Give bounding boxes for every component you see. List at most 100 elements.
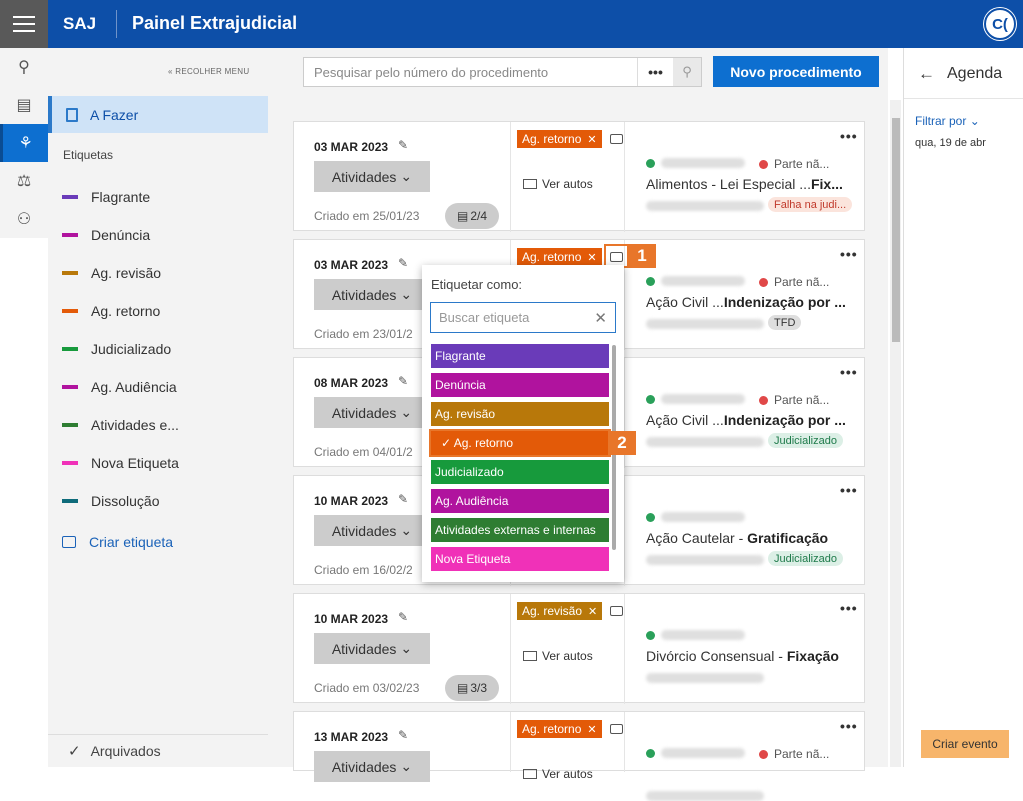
sidebar-tag-item[interactable]: Ag. retorno [62, 301, 160, 321]
create-event-button[interactable]: Criar evento [921, 730, 1009, 758]
edit-pencil-icon[interactable]: ✎ [398, 138, 409, 152]
dropdown-title: Etiquetar como: [431, 277, 523, 292]
card-more-button[interactable]: ••• [840, 600, 858, 616]
procedure-type-label: Alimentos - Lei Especial ... [646, 176, 811, 192]
remove-tag-icon[interactable]: ✕ [587, 251, 597, 264]
sidebar-tag-item[interactable]: Flagrante [62, 187, 150, 207]
sidebar-tag-label: Flagrante [91, 189, 151, 205]
procedure-type-label: Ação Civil ... [646, 412, 724, 428]
view-records-link[interactable]: Ver autos [523, 767, 593, 781]
procedure-card[interactable]: 13 MAR 2023 ✎ Atividades ⌄ Ag. retorno ✕ Ver a… [293, 711, 865, 801]
plus-icon [646, 630, 655, 640]
procedure-card[interactable]: 03 MAR 2023 ✎ Atividades ⌄ Criado em 25/01/2… [293, 121, 865, 232]
sidebar-tag-item[interactable]: Judicializado [62, 339, 171, 359]
search-input[interactable]: Pesquisar pelo número do procedimento [314, 64, 549, 80]
hamburger-menu-button[interactable] [0, 0, 48, 48]
procedure-card[interactable]: 10 MAR 2023 ✎ Atividades ⌄ Criado em 03/02/2… [293, 593, 865, 704]
tag-option[interactable]: Nova Etiqueta [431, 547, 609, 571]
tag-badge[interactable]: Ag. retorno ✕ [517, 248, 602, 266]
new-procedure-button[interactable]: Novo procedimento [713, 56, 879, 87]
view-records-link[interactable]: Ver autos [523, 177, 593, 191]
tag-option[interactable]: Denúncia [431, 373, 609, 397]
activities-dropdown[interactable]: Atividades ⌄ [314, 633, 430, 664]
collapse-menu-button[interactable]: « RECOLHER MENU [168, 67, 250, 76]
sidebar-tag-label: Judicializado [91, 341, 172, 357]
tag-search-placeholder: Buscar etiqueta [439, 310, 530, 325]
sidebar-item-label: A Fazer [90, 106, 139, 123]
view-records-link[interactable]: Ver autos [523, 649, 593, 663]
party-label: Parte nã... [774, 275, 830, 289]
documents-count[interactable]: ▤ 3/3 [445, 675, 499, 701]
hamburger-icon [13, 23, 35, 25]
remove-tag-icon[interactable]: ✕ [588, 605, 598, 618]
edit-pencil-icon[interactable]: ✎ [398, 610, 409, 624]
close-icon[interactable]: ✕ [594, 310, 607, 327]
activities-dropdown[interactable]: Atividades ⌄ [314, 397, 430, 428]
archived-button[interactable]: ✓ Arquivados [48, 734, 268, 767]
filter-button[interactable]: Filtrar por ⌄ [915, 114, 980, 128]
tag-color-swatch [62, 309, 78, 313]
tag-add-icon [62, 536, 76, 548]
activities-dropdown[interactable]: Atividades ⌄ [314, 161, 430, 192]
search-icon[interactable]: ⚲ [673, 58, 701, 86]
card-more-button[interactable]: ••• [840, 482, 858, 498]
tag-add-icon[interactable] [610, 252, 623, 262]
scrollbar-thumb[interactable] [892, 118, 900, 342]
remove-tag-icon[interactable]: ✕ [587, 133, 597, 146]
card-more-button[interactable]: ••• [840, 718, 858, 734]
edit-pencil-icon[interactable]: ✎ [398, 256, 409, 270]
card-divider [624, 240, 625, 350]
tag-badge[interactable]: Ag. retorno ✕ [517, 130, 602, 148]
remove-tag-icon[interactable]: ✕ [587, 723, 597, 736]
back-arrow-icon[interactable]: ← [918, 64, 935, 83]
sidebar-tag-item[interactable]: Dissolução [62, 491, 159, 511]
rail-people-icon[interactable]: ⚇ [16, 211, 32, 228]
sidebar-tag-item[interactable]: Ag. Audiência [62, 377, 177, 397]
party-plaintiff [646, 512, 745, 522]
rail-scales-icon[interactable]: ⚖ [16, 173, 32, 190]
redacted-number [646, 791, 764, 801]
tag-badge-label: Ag. retorno [522, 722, 582, 736]
tag-add-icon[interactable] [610, 134, 623, 144]
rail-clipboard-icon[interactable]: ▤ [16, 97, 32, 114]
search-options-button[interactable]: ••• [637, 58, 673, 86]
tag-add-icon[interactable] [610, 606, 623, 616]
procedure-type: Divórcio Consensual - Fixação [646, 648, 839, 664]
documents-count[interactable]: ▤ 2/4 [445, 203, 499, 229]
sidebar-item-a-fazer[interactable]: A Fazer [48, 96, 268, 133]
edit-pencil-icon[interactable]: ✎ [398, 492, 409, 506]
tag-search-input[interactable]: Buscar etiqueta ✕ [430, 302, 616, 333]
party-label: Parte nã... [774, 393, 830, 407]
tag-add-icon[interactable] [610, 724, 623, 734]
chevron-down-icon: ⌄ [400, 522, 413, 538]
activities-dropdown[interactable]: Atividades ⌄ [314, 279, 430, 310]
header-divider [116, 10, 117, 38]
tag-color-swatch [62, 385, 78, 389]
edit-pencil-icon[interactable]: ✎ [398, 728, 409, 742]
card-more-button[interactable]: ••• [840, 364, 858, 380]
edit-pencil-icon[interactable]: ✎ [398, 374, 409, 388]
sidebar-tag-item[interactable]: Nova Etiqueta [62, 453, 179, 473]
avatar[interactable]: C( [984, 8, 1016, 40]
tag-option[interactable]: Ag. Audiência [431, 489, 609, 513]
card-more-button[interactable]: ••• [840, 128, 858, 144]
sidebar-tag-item[interactable]: Denúncia [62, 225, 150, 245]
card-more-button[interactable]: ••• [840, 246, 858, 262]
tag-option[interactable]: Atividades externas e internas [431, 518, 609, 542]
card-date: 03 MAR 2023 [314, 258, 389, 272]
main-scrollbar[interactable] [890, 100, 901, 767]
tag-badge[interactable]: Ag. retorno ✕ [517, 720, 602, 738]
tag-option[interactable]: Ag. revisão [431, 402, 609, 426]
sidebar-tag-item[interactable]: Atividades e... [62, 415, 179, 435]
tag-badge[interactable]: Ag. revisão ✕ [517, 602, 603, 620]
tag-option[interactable]: Judicializado [431, 460, 609, 484]
rail-handshake-icon[interactable]: ⚘ [0, 124, 48, 162]
procedure-subject: Fix... [810, 176, 843, 192]
tag-option[interactable]: ✓ Ag. retorno [429, 429, 611, 457]
rail-user-search-icon[interactable]: ⚲ [18, 59, 30, 76]
tag-option[interactable]: Flagrante [431, 344, 609, 368]
redacted-number [646, 555, 764, 565]
create-tag-button[interactable]: Criar etiqueta [62, 534, 173, 550]
activities-dropdown[interactable]: Atividades ⌄ [314, 515, 430, 546]
sidebar-tag-item[interactable]: Ag. revisão [62, 263, 161, 283]
